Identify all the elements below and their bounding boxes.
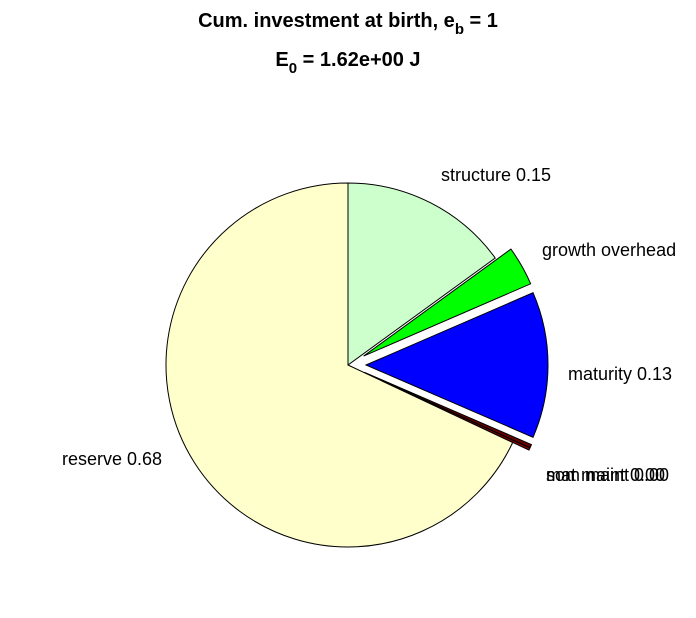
pie-slices	[165, 182, 549, 548]
pie-slice-growth-1	[363, 248, 532, 357]
title-line1-suffix: = 1	[464, 10, 498, 32]
pie-slice-maturity-2	[364, 292, 549, 438]
slice-label-2: maturity 0.13	[568, 364, 672, 384]
title-line1-subscript: b	[455, 21, 464, 38]
slice-label-1: growth overhead	[542, 240, 676, 260]
title-line2-prefix: E	[275, 49, 288, 71]
slice-label-5: reserve 0.68	[62, 449, 162, 469]
title-line2-subscript: 0	[289, 60, 297, 77]
slice-label-0: structure 0.15	[441, 165, 551, 185]
pie-slice-reserve-5	[165, 182, 514, 548]
slice-label-3: som maint 0.00	[546, 465, 669, 485]
slice-label-4: mat maint 0.00	[546, 465, 665, 485]
title-line2-suffix: = 1.62e+00 J	[297, 49, 420, 71]
chart-title-line2: E0 = 1.62e+00 J	[275, 49, 420, 77]
pie-slice-structure-0	[347, 182, 496, 366]
chart-title-line1: Cum. investment at birth, eb = 1	[198, 10, 498, 38]
title-line1-prefix: Cum. investment at birth, e	[198, 10, 455, 32]
pie-labels: structure 0.15 growth overhead maturity 0.…	[62, 165, 676, 485]
